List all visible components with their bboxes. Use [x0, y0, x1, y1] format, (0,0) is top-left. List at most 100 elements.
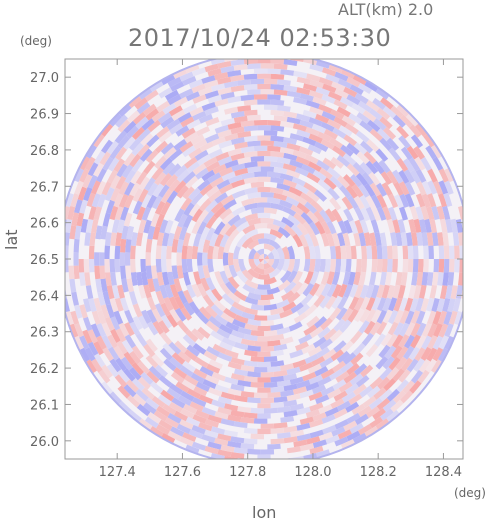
radar-cell — [381, 182, 393, 197]
radar-cell — [384, 271, 392, 286]
radar-cell — [197, 209, 209, 223]
radar-cell — [197, 179, 211, 192]
radar-cell — [191, 208, 203, 223]
radar-cell — [79, 335, 90, 350]
radar-cell — [217, 406, 232, 416]
radar-cell — [454, 245, 460, 259]
radar-cell — [421, 180, 432, 195]
radar-cell — [148, 365, 162, 379]
radar-cell — [340, 96, 355, 108]
radar-cell — [214, 437, 229, 446]
radar-cell — [291, 281, 303, 294]
radar-cell — [114, 130, 128, 144]
radar-cell — [322, 348, 337, 361]
radar-cell — [375, 148, 389, 162]
radar-cell — [146, 370, 160, 384]
radar-cell — [372, 408, 386, 421]
radar-cell — [400, 114, 413, 128]
radar-cell — [366, 99, 380, 112]
x-tick-label: 128.4 — [425, 465, 462, 480]
radar-cell — [154, 303, 166, 318]
radar-cell — [73, 335, 84, 351]
radar-cell — [123, 136, 136, 150]
radar-cell — [156, 100, 171, 113]
radar-cell — [371, 296, 382, 311]
radar-cell — [211, 288, 223, 302]
radar-cell — [124, 181, 135, 196]
radar-cell — [115, 232, 123, 247]
radar-cell — [230, 85, 245, 93]
radar-cell — [250, 303, 264, 311]
radar-cell — [398, 322, 410, 337]
radar-cell — [224, 133, 239, 142]
radar-cell — [126, 278, 134, 293]
radar-cell — [230, 126, 245, 135]
radar-cell — [168, 341, 182, 355]
radar-cell — [277, 279, 291, 292]
radar-cell — [247, 217, 261, 226]
radar-cell — [264, 276, 277, 285]
radar-cell — [166, 190, 178, 204]
radar-cell — [438, 323, 449, 338]
radar-cell — [166, 118, 181, 131]
radar-cell — [82, 174, 93, 189]
radar-cell — [190, 134, 205, 146]
radar-cell — [281, 246, 290, 259]
radar-cell — [146, 134, 160, 148]
radar-cell — [279, 336, 294, 345]
radar-cell — [270, 84, 285, 91]
radar-cell — [300, 211, 314, 225]
x-axis: 127.4 127.6 127.8 128.0 128.2 128.4 — [99, 59, 462, 480]
radar-cell — [79, 156, 91, 171]
radar-cell — [281, 216, 295, 228]
radar-cell — [398, 135, 411, 149]
radar-cell — [437, 272, 444, 286]
radar-cell — [361, 171, 374, 186]
radar-cell — [227, 148, 242, 157]
radar-cell — [360, 207, 371, 222]
radar-cell — [111, 219, 120, 234]
radar-cell — [264, 253, 268, 259]
radar-cell — [219, 270, 230, 285]
radar-cell — [306, 190, 320, 203]
radar-cell — [357, 405, 372, 418]
radar-cell — [87, 341, 99, 356]
radar-cell — [421, 193, 431, 208]
radar-cell — [109, 113, 122, 127]
radar-cell — [145, 108, 160, 121]
radar-cell — [247, 166, 261, 173]
radar-cell — [283, 137, 298, 145]
radar-cell — [257, 99, 271, 105]
radar-cell — [91, 193, 101, 208]
radar-cell — [320, 271, 330, 286]
radar-cell — [237, 79, 251, 86]
radar-cell — [322, 83, 337, 94]
radar-cell — [353, 232, 361, 247]
radar-cell — [309, 90, 324, 100]
radar-cell — [410, 369, 424, 384]
radar-cell — [185, 91, 200, 102]
radar-cell — [309, 106, 324, 116]
radar-cell — [276, 259, 285, 272]
radar-cell — [350, 330, 363, 344]
radar-cell — [154, 200, 166, 215]
radar-cell — [381, 245, 388, 259]
radar-cell — [354, 206, 365, 222]
radar-cell — [354, 219, 364, 234]
radar-cell — [178, 226, 188, 241]
radar-cell — [355, 130, 370, 143]
radar-cell — [257, 150, 271, 157]
radar-cell — [84, 232, 91, 246]
radar-cell — [358, 184, 370, 198]
radar-cell — [227, 276, 240, 290]
radar-cell — [399, 310, 410, 325]
radar-cell — [444, 180, 454, 195]
radar-cell — [295, 156, 310, 166]
radar-cell — [195, 381, 210, 392]
radar-cell — [296, 222, 309, 236]
radar-cell — [355, 172, 369, 187]
radar-cell — [162, 162, 176, 176]
radar-cell — [130, 232, 138, 246]
radar-cell — [141, 194, 152, 209]
